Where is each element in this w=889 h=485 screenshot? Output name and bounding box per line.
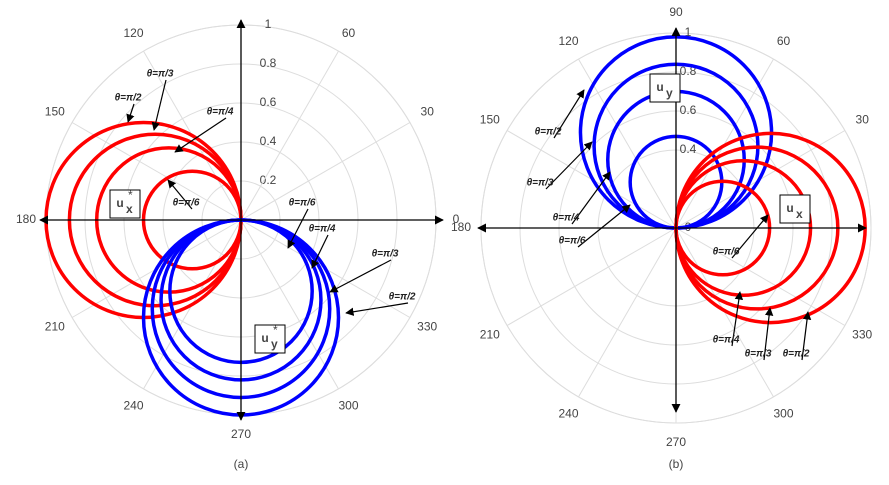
series-label: θ=π/3 (372, 249, 399, 260)
theta-tick-label: 30 (856, 113, 870, 127)
r-tick-label: 1 (685, 25, 692, 39)
annotation-base: u (116, 196, 123, 210)
spoke (240, 122, 411, 221)
series-label: θ=π/3 (527, 178, 554, 189)
series-label: θ=π/4 (309, 224, 336, 235)
annotation-box (254, 324, 286, 354)
theta-tick-label: 60 (342, 26, 356, 40)
label-arrow (329, 259, 392, 293)
annotation-box (649, 73, 681, 103)
r-tick-label: 0.2 (260, 173, 277, 187)
label-arrow (167, 179, 193, 210)
series-label: θ=π/6 (559, 236, 586, 247)
theta-tick-label: 0 (453, 212, 460, 226)
spoke (240, 219, 339, 390)
theta-tick-label: 240 (558, 406, 578, 420)
label-arrow (801, 311, 812, 361)
spoke (71, 122, 242, 221)
theta-tick-label: 270 (666, 435, 686, 449)
label-arrow (577, 204, 631, 248)
annotation-sub: x (126, 202, 133, 216)
series-label: θ=π/2 (535, 127, 562, 138)
r-tick-label: 1 (265, 17, 272, 31)
label-arrow (571, 171, 611, 225)
theta-tick-label: 120 (558, 34, 578, 48)
label-arrow (126, 103, 135, 123)
series-label: θ=π/4 (553, 213, 580, 224)
annotation-base: u (786, 201, 793, 215)
annotation-box (779, 194, 811, 224)
theta-tick-label: 300 (338, 398, 358, 412)
r-tick-label: 0.4 (680, 142, 697, 156)
theta-tick-label: 150 (45, 105, 65, 119)
caption: (a) (234, 457, 249, 471)
r-tick-label: 0.6 (260, 95, 277, 109)
theta-tick-label: 300 (773, 406, 793, 420)
series-label: θ=π/3 (745, 349, 772, 360)
r-tick-label: 0.8 (680, 64, 697, 78)
theta-tick-label: 210 (480, 328, 500, 342)
annotation-sup: * (128, 188, 133, 202)
annotation-sup: * (273, 323, 278, 337)
series-label: θ=π/4 (713, 335, 740, 346)
theta-tick-label: 240 (123, 398, 143, 412)
label-arrow (763, 307, 774, 361)
series-label: θ=π/2 (115, 93, 142, 104)
theta-tick-label: 30 (421, 105, 435, 119)
annotation-sub: y (271, 337, 278, 351)
theta-tick-label: 330 (852, 328, 872, 342)
theta-tick-label: 180 (451, 220, 471, 234)
label-arrow (174, 117, 227, 153)
series-label: θ=π/6 (289, 198, 316, 209)
theta-tick-label: 180 (16, 212, 36, 226)
theta-tick-label: 330 (417, 320, 437, 334)
polar-chart: 0 0.4 0.6 0.8 1 30 60 90 120 150 180 210 240 270 300 33… (451, 5, 873, 471)
theta-tick-label: 270 (231, 427, 251, 441)
theta-tick-label: 60 (777, 34, 791, 48)
annotation-base: u (261, 331, 268, 345)
label-arrow (731, 214, 769, 259)
spoke (506, 227, 677, 326)
label-arrow (311, 234, 329, 269)
annotation-box (109, 189, 141, 219)
annotation-base: u (656, 80, 663, 94)
series-label: θ=π/6 (173, 198, 200, 209)
label-arrow (287, 208, 309, 249)
spoke (240, 50, 339, 221)
spoke (578, 58, 677, 229)
spoke (578, 227, 677, 398)
polar-chart: 0.2 0.4 0.6 0.8 1 0 30 60 120 150 180 210 240 270 300 3… (16, 17, 460, 471)
annotation-sub: x (796, 207, 803, 221)
label-arrow (345, 302, 409, 316)
r-tick-label: 0.6 (680, 103, 697, 117)
theta-tick-label: 90 (669, 5, 683, 19)
theta-tick-label: 150 (480, 113, 500, 127)
caption: (b) (669, 457, 684, 471)
series-label: θ=π/3 (147, 69, 174, 80)
r-tick-label: 0.8 (260, 56, 277, 70)
theta-tick-label: 120 (123, 26, 143, 40)
label-arrow (731, 291, 744, 347)
theta-tick-label: 210 (45, 320, 65, 334)
r-tick-label: 0.4 (260, 134, 277, 148)
series-label: θ=π/2 (783, 349, 810, 360)
label-arrow (553, 89, 585, 139)
label-arrow (545, 141, 593, 190)
series-label: θ=π/6 (713, 247, 740, 258)
annotation-sub: y (666, 86, 673, 100)
series-label: θ=π/4 (207, 107, 234, 118)
label-arrow (151, 79, 167, 131)
series-label: θ=π/2 (389, 292, 416, 303)
